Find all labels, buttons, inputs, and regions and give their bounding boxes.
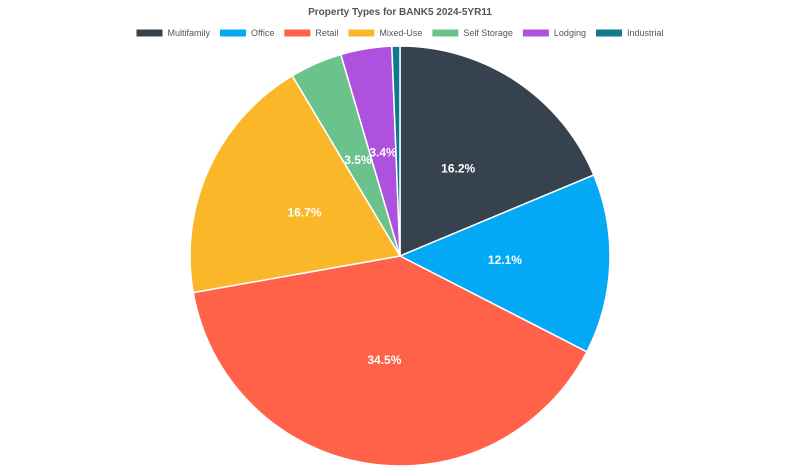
pie-slice-industrial[interactable] xyxy=(391,45,401,257)
slice-label-self-storage: 3.5% xyxy=(344,153,372,167)
slice-label-mixed-use: 16.7% xyxy=(287,205,321,219)
legend-swatch-self-storage[interactable] xyxy=(432,29,459,37)
slice-label-lodging: 3.4% xyxy=(369,145,397,159)
legend-swatch-mixed-use[interactable] xyxy=(348,29,375,37)
slice-label-multifamily: 16.2% xyxy=(441,162,475,176)
pie-slice-multifamily[interactable] xyxy=(399,45,595,258)
slice-label-office: 12.1% xyxy=(488,253,522,267)
legend-label-self-storage[interactable]: Self Storage xyxy=(463,28,513,38)
legend-label-office[interactable]: Office xyxy=(251,28,274,38)
legend: Multifamily Office Retail Mixed-Use Self Sto… xyxy=(136,28,664,38)
legend-label-industrial[interactable]: Industrial xyxy=(627,28,664,38)
slice-labels: 16.2% 12.1% 34.5% 16.7% 3.5%3.4% xyxy=(287,145,522,366)
legend-swatch-industrial[interactable] xyxy=(595,29,622,37)
chart-title: Property Types for BANK5 2024-5YR11 xyxy=(308,7,492,18)
legend-label-lodging[interactable]: Lodging xyxy=(554,28,586,38)
pie-slice-retail[interactable] xyxy=(192,255,588,467)
legend-label-mixed-use[interactable]: Mixed-Use xyxy=(379,28,422,38)
legend-label-multifamily[interactable]: Multifamily xyxy=(168,28,211,38)
legend-swatch-office[interactable] xyxy=(220,29,247,37)
legend-label-retail[interactable]: Retail xyxy=(315,28,338,38)
slice-label-retail: 34.5% xyxy=(367,353,401,367)
pie-slices xyxy=(189,45,611,467)
legend-swatch-retail[interactable] xyxy=(284,29,311,37)
pie-slice-mixed-use[interactable] xyxy=(189,74,402,294)
legend-swatch-lodging[interactable] xyxy=(522,29,549,37)
legend-swatch-multifamily[interactable] xyxy=(136,29,163,37)
pie-slice-office[interactable] xyxy=(398,174,611,353)
